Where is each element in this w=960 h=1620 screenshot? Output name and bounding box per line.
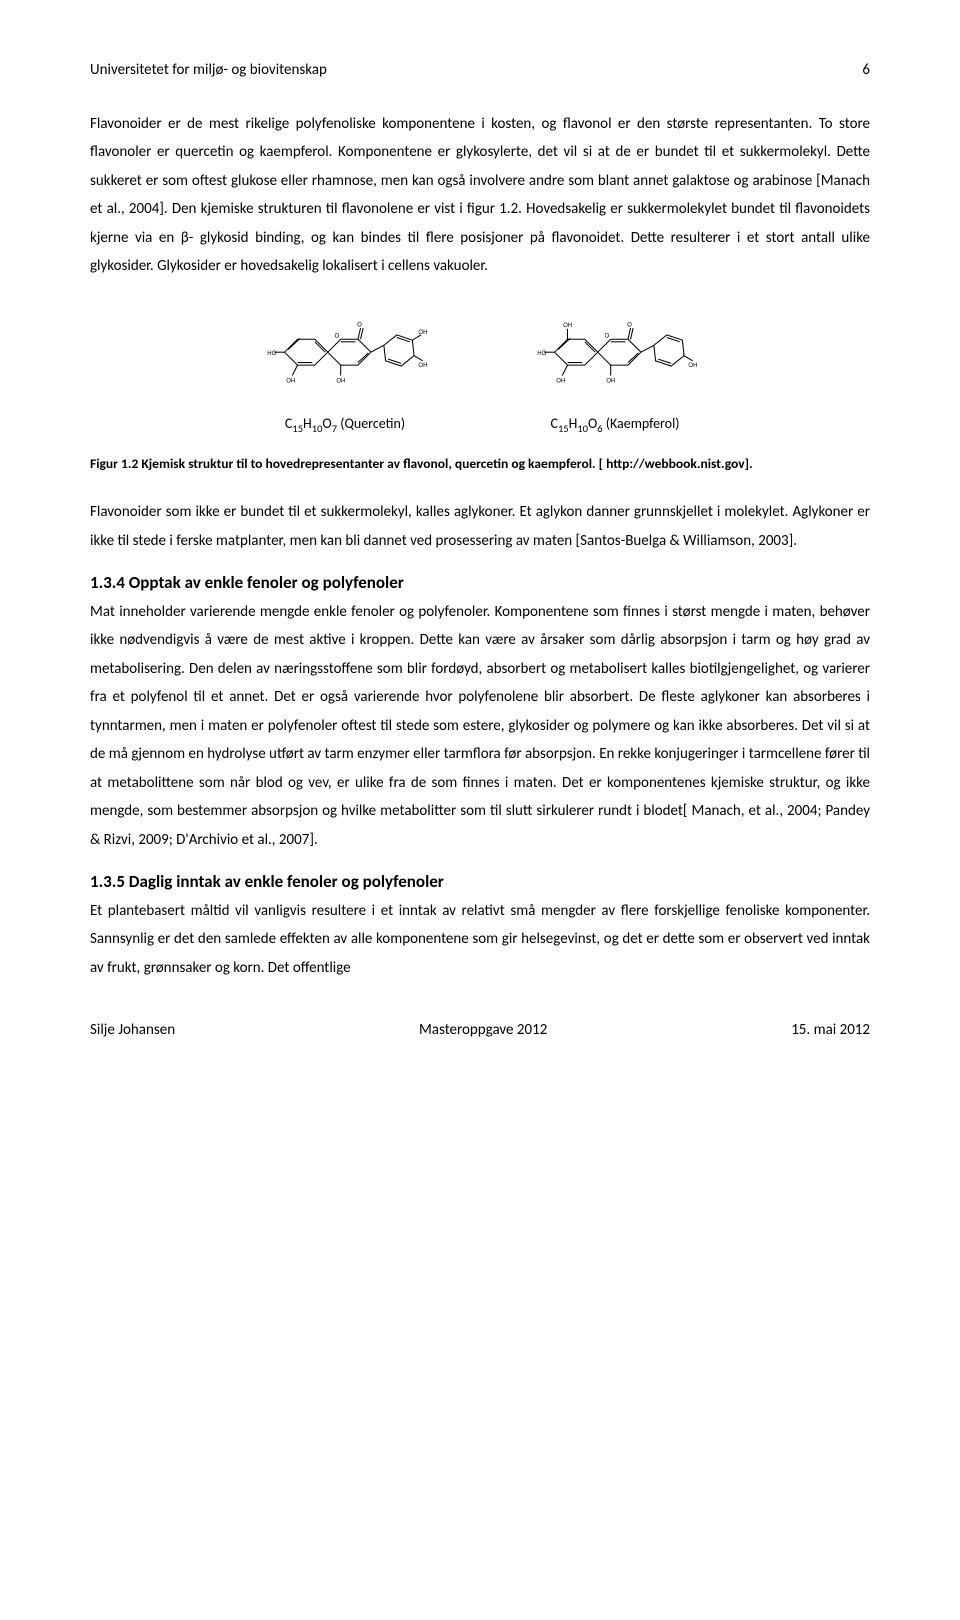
svg-text:O: O [357,322,362,328]
page-header: Universitetet for miljø- og biovitenskap… [90,60,870,82]
svg-text:OH: OH [418,363,427,369]
figure-caption: Figur 1.2 Kjemisk struktur til to hovedr… [90,454,870,474]
svg-text:OH: OH [286,378,295,384]
paragraph-1: Flavonoider er de mest rikelige polyfeno… [90,110,870,281]
svg-text:OH: OH [688,363,697,369]
header-university: Universitetet for miljø- og biovitenskap [90,60,327,82]
figure-row: HO OH OH O O OH OH C15H10O7 (Quercetin) [90,309,870,436]
svg-text:O: O [605,333,610,339]
svg-text:HO: HO [267,351,276,357]
molecule-quercetin: HO OH OH O O OH OH C15H10O7 (Quercetin) [260,309,430,436]
footer-author: Silje Johansen [90,1020,175,1042]
paragraph-2: Flavonoider som ikke er bundet til et su… [90,498,870,555]
svg-text:O: O [627,322,632,328]
figure-1-2: HO OH OH O O OH OH C15H10O7 (Quercetin) [90,309,870,436]
paragraph-4: Et plantebasert måltid vil vanligvis res… [90,897,870,983]
svg-text:O: O [335,333,340,339]
svg-text:OH: OH [606,378,615,384]
quercetin-structure-icon: HO OH OH O O OH OH [260,309,430,404]
svg-text:OH: OH [556,378,565,384]
svg-text:HO: HO [537,351,546,357]
footer-date: 15. mai 2012 [791,1020,870,1042]
heading-1-3-4: 1.3.4 Opptak av enkle fenoler og polyfen… [90,571,870,596]
kaempferol-structure-icon: HO OH OH O O OH OH [530,309,700,404]
quercetin-label: C15H10O7 (Quercetin) [285,414,405,436]
page-footer: Silje Johansen Masteroppgave 2012 15. ma… [90,1020,870,1042]
svg-text:OH: OH [418,330,427,336]
footer-title: Masteroppgave 2012 [419,1020,547,1042]
paragraph-3: Mat inneholder varierende mengde enkle f… [90,598,870,855]
heading-1-3-5: 1.3.5 Daglig inntak av enkle fenoler og … [90,870,870,895]
svg-text:OH: OH [563,323,572,329]
molecule-kaempferol: HO OH OH O O OH OH C15H10O6 (Kaempferol) [530,309,700,436]
kaempferol-label: C15H10O6 (Kaempferol) [550,414,679,436]
header-page-number: 6 [862,60,870,82]
svg-text:OH: OH [336,378,345,384]
